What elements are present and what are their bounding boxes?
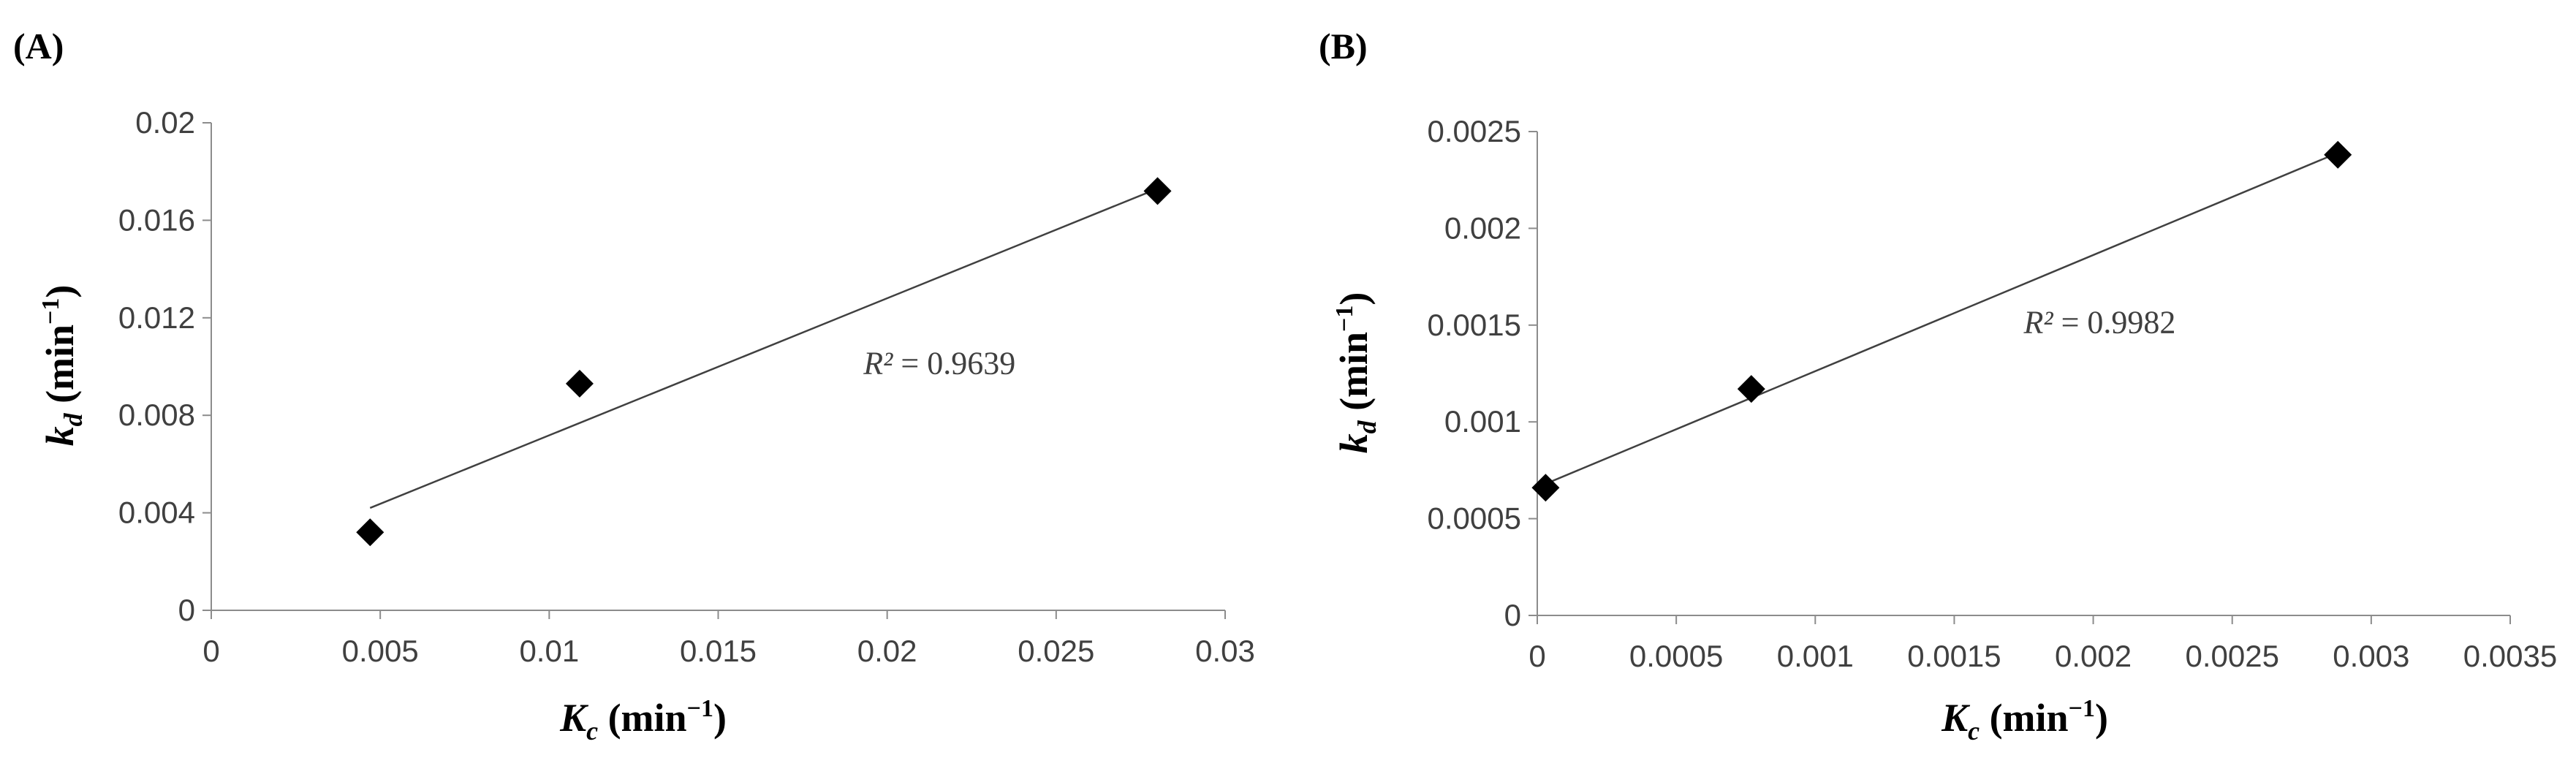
x-tick-label-a: 0.025 bbox=[1018, 634, 1094, 668]
chart-panel-b: (B) 0 0.0005 0.001 0.0015 0.002 0.0025 0.003 0.0… bbox=[1288, 0, 2576, 766]
x-tick-label-a: 0.03 bbox=[1195, 634, 1255, 668]
chart-a-svg: (A) 0 0.005 0.01 0.015 0.02 0.025 0.03 0 0.004 0.0… bbox=[13, 26, 1255, 746]
x-tick-label-a: 0.02 bbox=[857, 634, 917, 668]
x-tick-label-b: 0.0015 bbox=[1907, 639, 2001, 673]
y-tick-label-a: 0.016 bbox=[118, 202, 195, 237]
x-axis-title-a: Kc (min−1) bbox=[559, 695, 727, 746]
trendline-b bbox=[1545, 151, 2338, 485]
y-tick-label-b: 0.002 bbox=[1444, 211, 1521, 245]
y-tick-label-a: 0.004 bbox=[118, 496, 195, 530]
x-tick-label-a: 0.01 bbox=[519, 634, 579, 668]
y-tick-label-b: 0.001 bbox=[1444, 404, 1521, 439]
data-point-b-3 bbox=[2324, 140, 2352, 169]
x-tick-label-b: 0.0025 bbox=[2185, 639, 2278, 673]
data-point-b-1 bbox=[1531, 474, 1560, 502]
panel-label-b: (B) bbox=[1319, 26, 1368, 67]
x-tick-label-b: 0.0005 bbox=[1629, 639, 1723, 673]
trendline-a bbox=[369, 187, 1159, 509]
r2-annotation-b: R² = 0.9982 bbox=[2023, 304, 2176, 340]
r2-annotation-a: R² = 0.9639 bbox=[863, 346, 1015, 382]
x-tick-label-b: 0.0035 bbox=[2463, 639, 2557, 673]
x-axis-title-b: Kc (min−1) bbox=[1941, 695, 2108, 746]
y-tick-label-a: 0.008 bbox=[118, 398, 195, 432]
y-axis-title-b: kd (min−1) bbox=[1331, 292, 1382, 454]
y-tick-label-b: 0.0015 bbox=[1428, 308, 1521, 342]
panel-label-a: (A) bbox=[13, 26, 64, 67]
y-tick-label-a: 0.02 bbox=[135, 105, 195, 140]
y-tick-label-a: 0.012 bbox=[118, 300, 195, 335]
x-tick-label-a: 0.015 bbox=[680, 634, 757, 668]
x-tick-label-b: 0.002 bbox=[2055, 639, 2132, 673]
y-tick-label-b: 0.0025 bbox=[1428, 114, 1521, 148]
x-tick-label-b: 0.003 bbox=[2333, 639, 2409, 673]
y-axis-title-a: kd (min−1) bbox=[37, 285, 88, 447]
data-point-a-2 bbox=[565, 369, 594, 398]
y-tick-label-a: 0 bbox=[178, 593, 195, 627]
y-tick-label-b: 0.0005 bbox=[1428, 501, 1521, 536]
data-point-a-3 bbox=[1143, 177, 1172, 205]
x-tick-label-b: 0 bbox=[1528, 639, 1545, 673]
x-tick-label-a: 0 bbox=[202, 634, 219, 668]
x-tick-label-b: 0.001 bbox=[1777, 639, 1854, 673]
data-point-b-2 bbox=[1737, 375, 1765, 403]
chart-panel-a: (A) 0 0.005 0.01 0.015 0.02 0.025 0.03 0 0.004 0.0… bbox=[13, 26, 1255, 746]
y-tick-label-b: 0 bbox=[1504, 598, 1521, 632]
chart-b-svg: (B) 0 0.0005 0.001 0.0015 0.002 0.0025 0.003 0.0… bbox=[1319, 26, 2557, 746]
data-point-a-1 bbox=[356, 518, 384, 547]
x-tick-label-a: 0.005 bbox=[342, 634, 419, 668]
